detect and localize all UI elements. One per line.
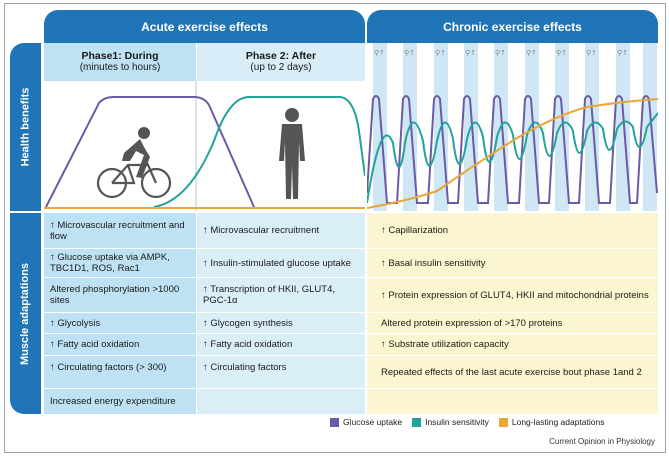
insulin-sensitivity-curve-acute [153, 96, 366, 208]
cyclist-icon [96, 156, 172, 199]
phase2-header: Phase 2: After (up to 2 days) [197, 43, 365, 81]
phase2-item: ↑ Glycogen synthesis [203, 317, 293, 329]
phase2-title: Phase 2: After [245, 50, 317, 62]
svg-text:⚲↑: ⚲↑ [586, 49, 597, 57]
svg-text:⚲↑: ⚲↑ [404, 49, 415, 57]
phase1-column [44, 213, 196, 414]
legend: Glucose uptake Insulin sensitivity Long-… [330, 417, 604, 427]
acute-graph [44, 81, 366, 211]
acute-header: Acute exercise effects [44, 10, 365, 43]
svg-text:⚲↑: ⚲↑ [617, 49, 628, 57]
chronic-column [367, 213, 658, 414]
chronic-item: ↑ Capillarization [381, 225, 449, 236]
phase1-item: ↑ Fatty acid oxidation [50, 339, 140, 350]
phase1-item: ↑ Circulating factors (> 300) [50, 361, 167, 373]
phase1-title: Phase1: During [81, 50, 159, 62]
phase1-item: Increased energy expenditure [50, 396, 176, 407]
muscle-adaptations-label: Muscle adaptations [10, 213, 41, 414]
cyclist-body [122, 127, 150, 178]
phase2-item: ↑ Fatty acid oxidation [203, 339, 293, 350]
chronic-header: Chronic exercise effects [367, 10, 658, 43]
svg-text:⚲↑: ⚲↑ [435, 49, 446, 57]
glucose-uptake-curve-acute [45, 96, 255, 208]
phase2-item: ↑ Insulin-stimulated glucose uptake [203, 257, 351, 269]
chronic-item: ↑ Basal insulin sensitivity [381, 257, 486, 269]
svg-text:⚲↑: ⚲↑ [556, 49, 567, 57]
phase1-subtitle: (minutes to hours) [79, 62, 161, 73]
glucose-uptake-curve-chronic [367, 95, 658, 204]
source-credit: Current Opinion in Physiology [549, 437, 655, 446]
phase2-item: ↑ Microvascular recruitment [203, 225, 320, 236]
long-lasting-curve-chronic [367, 98, 658, 209]
chronic-graph: ⚲↑ ⚲↑ ⚲↑ ⚲↑ ⚲↑ ⚲↑ ⚲↑ ⚲↑ ⚲↑ [367, 43, 658, 211]
svg-text:⚲↑: ⚲↑ [374, 49, 385, 57]
mini-cyclist-icons: ⚲↑ ⚲↑ ⚲↑ ⚲↑ ⚲↑ ⚲↑ ⚲↑ ⚲↑ ⚲↑ [374, 49, 628, 57]
chronic-item: ↑ Protein expression of GLUT4, HKII and … [381, 289, 649, 301]
chronic-item: Repeated effects of the last acute exerc… [381, 366, 642, 378]
phase1-item: ↑ Glucose uptake via AMPK, TBC1D1, ROS, … [50, 252, 170, 274]
phase2-subtitle: (up to 2 days) [250, 62, 312, 73]
svg-text:⚲↑: ⚲↑ [526, 49, 537, 57]
svg-text:⚲↑: ⚲↑ [495, 49, 506, 57]
phase1-item: Altered phosphorylation >1000 sites [50, 284, 180, 306]
legend-item-glucose: Glucose uptake [330, 417, 402, 427]
phase2-item: ↑ Transcription of HKII, GLUT4, PGC-1α [203, 284, 335, 306]
phase2-item: ↑ Circulating factors [203, 361, 287, 373]
insulin-sensitivity-curve-chronic [367, 112, 658, 204]
phase1-item: ↑ Glycolysis [50, 317, 101, 329]
chronic-item: ↑ Substrate utilization capacity [381, 339, 509, 350]
phase1-header: Phase1: During (minutes to hours) [44, 43, 196, 81]
health-benefits-label: Health benefits [10, 43, 41, 211]
chronic-item: Altered protein expression of >170 prote… [381, 317, 563, 329]
svg-text:⚲↑: ⚲↑ [465, 49, 476, 57]
legend-item-insulin: Insulin sensitivity [412, 417, 489, 427]
legend-item-long-lasting: Long-lasting adaptations [498, 417, 604, 427]
phase2-column [197, 213, 365, 414]
standing-person-icon [279, 108, 305, 199]
phase1-item: ↑ Microvascular recruitment and flow [50, 219, 185, 242]
